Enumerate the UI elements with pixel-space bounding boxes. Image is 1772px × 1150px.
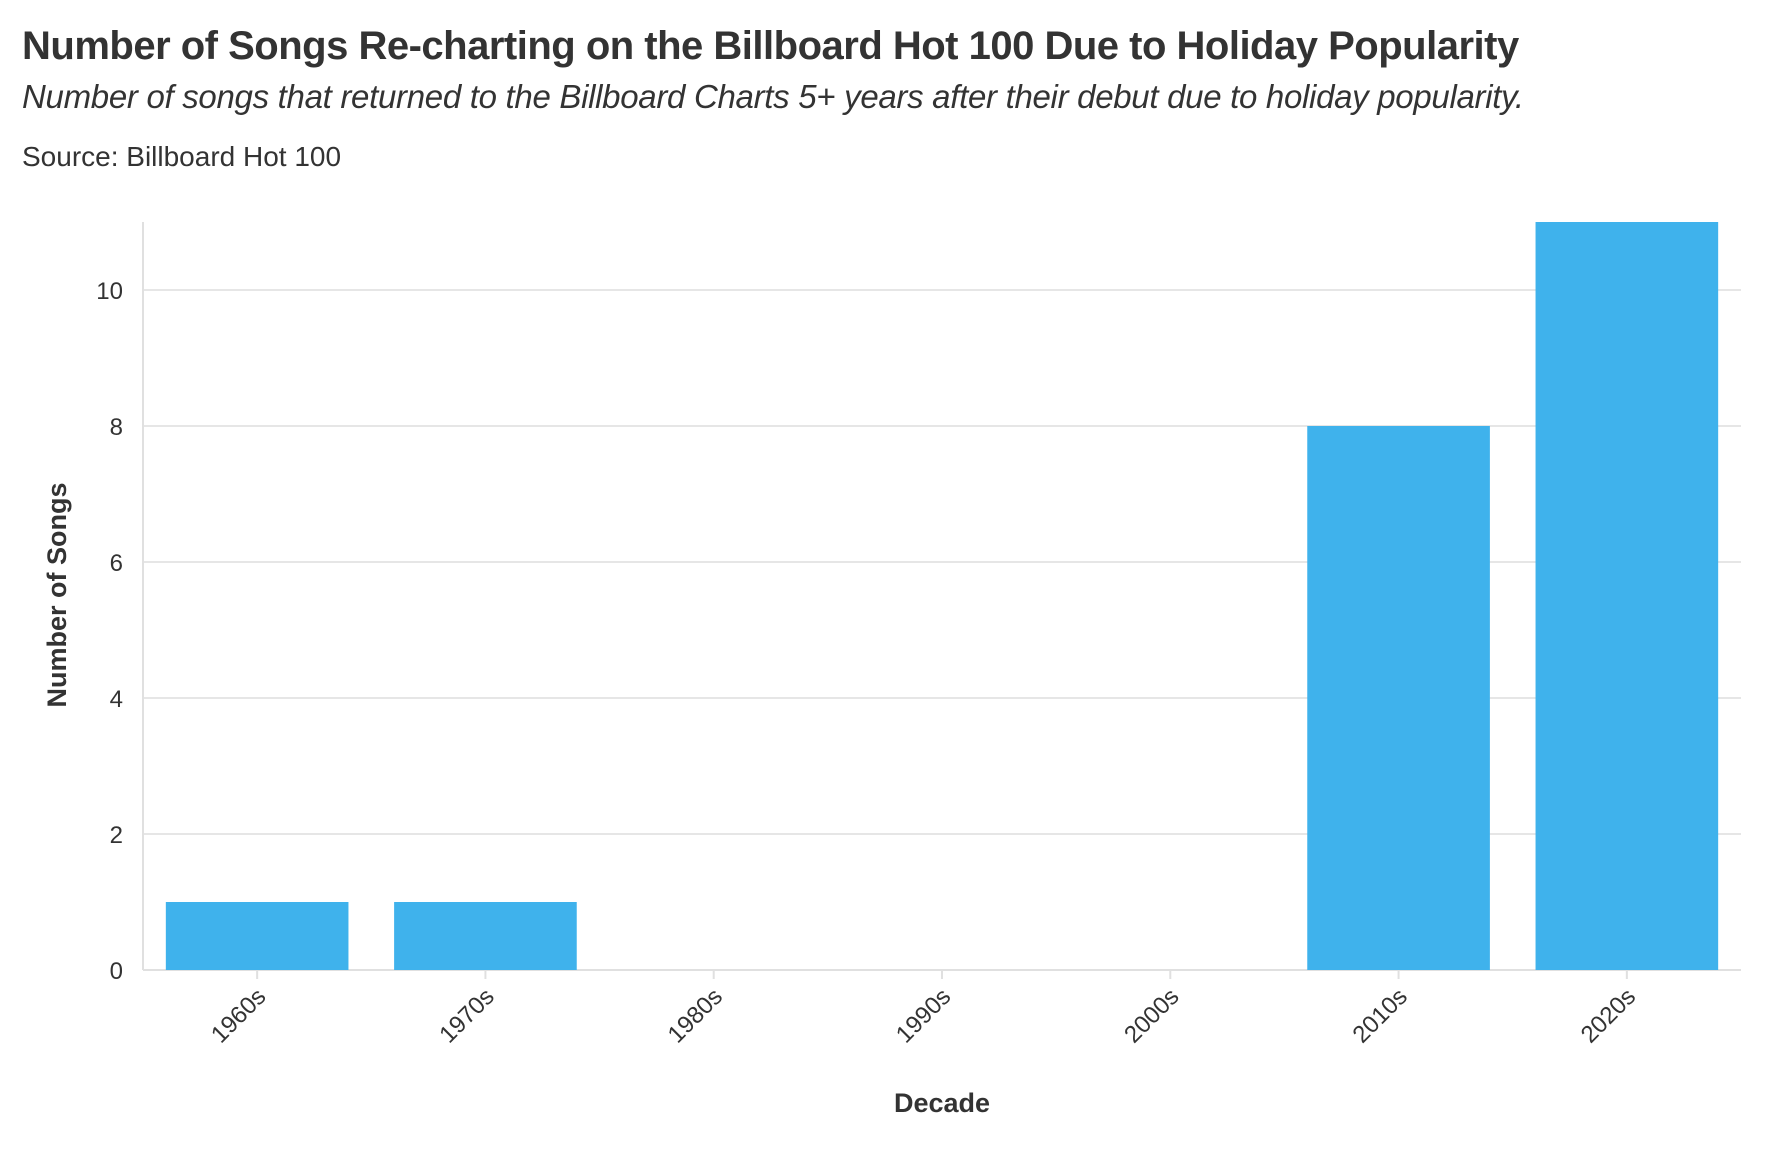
bars <box>165 222 1719 970</box>
chart-title: Number of Songs Re-charting on the Billb… <box>22 24 1519 68</box>
bar-1970s <box>394 902 577 970</box>
bar-2020s <box>1535 222 1719 970</box>
chart-subtitle: Number of songs that returned to the Bil… <box>22 78 1524 115</box>
y-tick-label: 6 <box>110 550 123 577</box>
x-tick-label: 1970s <box>434 983 499 1048</box>
bar-1960s <box>165 902 349 970</box>
x-tick-label: 1980s <box>663 983 728 1048</box>
y-tick-label: 8 <box>110 414 123 441</box>
x-tick-label: 2020s <box>1576 983 1641 1048</box>
chart-source: Source: Billboard Hot 100 <box>22 141 342 172</box>
y-tick-label: 10 <box>96 278 123 305</box>
y-tick-label: 0 <box>110 958 123 985</box>
gridlines <box>143 289 1741 835</box>
x-tick-label: 2010s <box>1347 983 1412 1048</box>
y-tick-label: 2 <box>110 822 123 849</box>
y-tick-label: 4 <box>110 686 123 713</box>
x-tick-label: 1960s <box>206 983 271 1048</box>
x-axis-title: Decade <box>894 1088 990 1118</box>
y-axis-title: Number of Songs <box>42 482 72 707</box>
x-tick-label: 1990s <box>891 983 956 1048</box>
x-tick-label: 2000s <box>1119 983 1184 1048</box>
bar-2010s <box>1307 426 1490 970</box>
axes <box>142 222 1741 979</box>
